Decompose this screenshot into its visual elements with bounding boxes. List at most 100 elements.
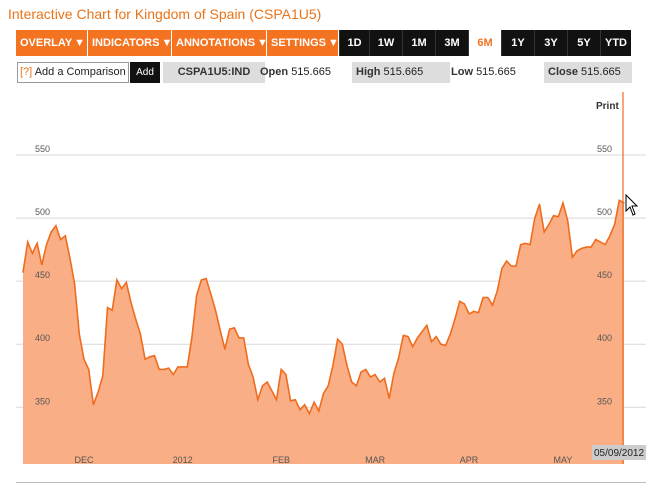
data-point [214, 309, 217, 311]
range-1y-button[interactable]: 1Y [501, 30, 534, 56]
series-area [23, 200, 624, 464]
chevron-down-icon: ▼ [161, 37, 173, 49]
add-comparison-button[interactable]: Add [130, 62, 160, 83]
data-point [60, 238, 62, 241]
y-tick-label-left: 350 [35, 396, 50, 406]
data-point [78, 333, 80, 335]
data-point [69, 257, 71, 260]
chevron-down-icon: ▼ [257, 37, 268, 49]
data-point [205, 278, 207, 280]
data-point [121, 288, 123, 290]
range-1d-button[interactable]: 1D [339, 30, 369, 56]
data-point [322, 392, 325, 394]
data-point [430, 341, 433, 343]
open-quote: Open 515.665 [260, 66, 331, 78]
settings-menu[interactable]: SETTINGS ▼ [267, 30, 339, 56]
x-tick-label: FEB [272, 455, 290, 464]
data-point [163, 368, 165, 370]
data-point [567, 220, 569, 222]
date-readout: 05/09/2012 [594, 448, 644, 459]
range-3y-button[interactable]: 3Y [534, 30, 567, 56]
chart-series [22, 199, 625, 464]
data-point [252, 376, 254, 378]
data-point [365, 368, 367, 370]
data-point [496, 290, 498, 292]
price-chart[interactable]: 350 350 400 400 450 450 500 500 550 550 DEC 2012 FEB… [16, 92, 646, 465]
data-point [149, 356, 151, 358]
range-1m-button[interactable]: 1M [402, 30, 435, 56]
data-point [449, 333, 451, 335]
data-point [369, 376, 372, 378]
data-point [332, 365, 334, 367]
chevron-down-icon: ▼ [74, 37, 86, 49]
data-point [257, 399, 259, 401]
comparison-input[interactable]: [?] Add a Comparison [17, 62, 129, 83]
data-point [510, 265, 512, 267]
data-point [482, 296, 484, 299]
data-point [45, 244, 48, 246]
data-point [543, 231, 545, 233]
y-tick-label-left: 550 [35, 144, 50, 154]
range-3m-button[interactable]: 3M [435, 30, 468, 56]
data-point [111, 309, 113, 311]
symbol-label: CSPA1U5:IND [163, 62, 265, 83]
data-point [182, 366, 184, 368]
data-point [318, 410, 320, 412]
page-title: Interactive Chart for Kingdom of Spain (… [8, 6, 322, 22]
data-point [609, 235, 611, 237]
high-quote: High 515.665 [352, 62, 450, 83]
data-point [473, 310, 475, 312]
range-5y-button[interactable]: 5Y [567, 30, 600, 56]
data-point [294, 399, 296, 401]
data-point [524, 242, 526, 244]
range-6m-button[interactable]: 6M [468, 30, 501, 56]
data-point [599, 241, 602, 243]
indicators-menu[interactable]: INDICATORS ▼ [88, 30, 172, 56]
data-point [581, 247, 583, 249]
range-1w-button[interactable]: 1W [369, 30, 402, 56]
data-point [426, 324, 428, 326]
data-point [106, 307, 109, 309]
help-icon[interactable]: [?] [20, 66, 33, 78]
low-quote: Low 515.665 [451, 66, 516, 78]
data-point [463, 303, 465, 305]
data-point [491, 304, 494, 306]
data-point [280, 368, 282, 370]
y-tick-label-left: 400 [35, 333, 50, 343]
y-tick-label-right: 550 [597, 144, 612, 154]
annotations-menu[interactable]: ANNOTATIONS ▼ [172, 30, 268, 56]
series-line [22, 199, 625, 416]
close-quote: Close 515.665 [544, 62, 632, 83]
data-point [196, 294, 198, 296]
data-point [313, 401, 315, 403]
data-point [440, 343, 442, 345]
data-point [346, 365, 348, 367]
data-point [379, 381, 381, 383]
x-tick-label: MAR [365, 455, 386, 464]
data-point [614, 223, 616, 225]
range-ytd-button[interactable]: YTD [600, 30, 631, 56]
y-tick-label-right: 400 [597, 333, 612, 343]
overlay-menu[interactable]: OVERLAY ▼ [16, 30, 88, 56]
data-point [468, 313, 470, 315]
y-tick-label-right: 450 [597, 270, 612, 280]
data-point [595, 238, 597, 241]
data-point [210, 293, 212, 295]
data-point [153, 355, 156, 357]
print-link[interactable]: Print [596, 101, 619, 112]
data-point [224, 348, 226, 350]
chart-canvas[interactable]: 350 350 400 400 450 450 500 500 550 550 DEC 2012 FEB… [16, 92, 646, 465]
quote-bar: [?] Add a Comparison Add CSPA1U5:IND Ope… [17, 62, 639, 83]
data-point [337, 338, 339, 340]
data-point [83, 358, 85, 360]
data-point [506, 260, 508, 262]
data-point [435, 336, 437, 338]
data-point [168, 367, 170, 369]
data-point [158, 368, 160, 370]
data-point [421, 331, 423, 333]
data-point [172, 373, 174, 376]
data-point [139, 333, 141, 335]
data-point [144, 358, 146, 360]
data-point [97, 391, 99, 393]
data-point [266, 381, 268, 383]
